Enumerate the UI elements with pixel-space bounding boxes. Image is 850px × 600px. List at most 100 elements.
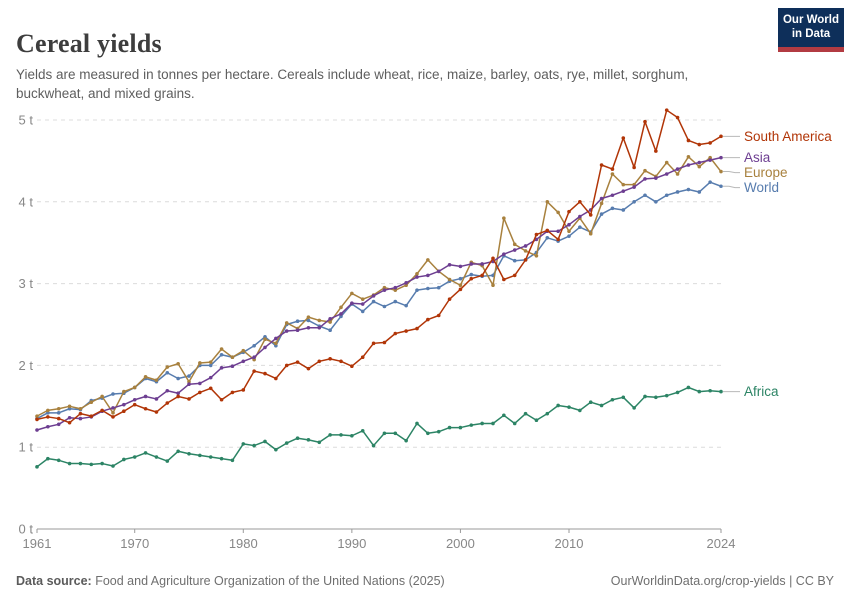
series-point-africa bbox=[67, 461, 72, 466]
series-point-asia bbox=[317, 325, 322, 330]
series-point-africa bbox=[610, 397, 615, 402]
series-point-europe bbox=[621, 182, 626, 187]
series-point-europe bbox=[719, 169, 723, 174]
series-point-europe bbox=[306, 315, 311, 319]
series-point-world bbox=[545, 235, 550, 240]
series-point-south-america bbox=[708, 141, 712, 145]
series-point-south-america bbox=[415, 326, 419, 331]
legend-label-europe[interactable]: Europe bbox=[744, 165, 788, 180]
series-point-south-america bbox=[556, 237, 560, 242]
series-point-asia bbox=[35, 428, 39, 432]
series-point-africa bbox=[523, 411, 528, 416]
series-point-world bbox=[567, 234, 571, 238]
series-point-europe bbox=[643, 168, 647, 173]
series-point-south-america bbox=[632, 165, 636, 170]
series-point-asia bbox=[143, 394, 148, 399]
series-point-asia bbox=[599, 196, 604, 201]
series-point-south-america bbox=[284, 363, 289, 368]
series-point-asia bbox=[56, 422, 61, 427]
series-point-africa bbox=[632, 406, 636, 410]
series-point-south-america bbox=[491, 256, 495, 261]
series-point-europe bbox=[284, 321, 289, 325]
series-point-south-america bbox=[100, 408, 104, 413]
series-point-africa bbox=[317, 440, 322, 445]
series-point-south-america bbox=[426, 317, 430, 322]
series-point-africa bbox=[567, 405, 571, 409]
series-point-south-america bbox=[664, 108, 669, 112]
series-point-africa bbox=[371, 443, 376, 448]
series-point-europe bbox=[610, 172, 615, 176]
series-point-south-america bbox=[675, 115, 680, 120]
series-point-world bbox=[654, 200, 658, 204]
series-point-asia bbox=[252, 355, 256, 360]
series-point-africa bbox=[675, 390, 680, 395]
series-point-africa bbox=[491, 421, 495, 426]
series-point-asia bbox=[306, 325, 311, 330]
series-point-africa bbox=[545, 411, 550, 416]
series-point-world bbox=[697, 190, 702, 194]
series-point-europe bbox=[111, 411, 115, 415]
series-point-africa bbox=[100, 461, 104, 466]
legend-label-south-america[interactable]: South America bbox=[744, 129, 832, 144]
series-point-europe bbox=[588, 231, 593, 236]
series-point-europe bbox=[686, 155, 691, 159]
series-point-south-america bbox=[523, 258, 528, 262]
series-point-south-america bbox=[143, 406, 148, 411]
series-point-south-america bbox=[111, 415, 115, 419]
series-point-europe bbox=[447, 277, 452, 282]
series-point-world bbox=[458, 276, 463, 281]
series-point-africa bbox=[708, 388, 712, 393]
series-point-asia bbox=[523, 244, 528, 248]
series-point-africa bbox=[46, 456, 50, 461]
series-point-south-america bbox=[599, 163, 604, 167]
series-point-world bbox=[643, 193, 647, 198]
series-point-south-america bbox=[165, 401, 170, 405]
series-point-world bbox=[360, 309, 365, 314]
series-point-asia bbox=[284, 329, 289, 333]
legend-label-world[interactable]: World bbox=[744, 180, 779, 195]
series-point-africa bbox=[686, 385, 691, 390]
series-point-south-america bbox=[621, 136, 626, 140]
series-point-world bbox=[371, 299, 376, 304]
series-point-europe bbox=[502, 216, 506, 220]
series-point-asia bbox=[686, 163, 691, 167]
series-point-asia bbox=[480, 262, 484, 266]
legend-label-asia[interactable]: Asia bbox=[744, 150, 771, 165]
series-point-asia bbox=[415, 275, 419, 279]
series-point-africa bbox=[621, 395, 626, 400]
series-point-africa bbox=[187, 451, 191, 456]
series-point-world bbox=[675, 190, 680, 194]
owid-logo[interactable]: Our World in Data bbox=[778, 8, 844, 52]
series-point-asia bbox=[447, 262, 452, 267]
series-point-south-america bbox=[719, 134, 723, 139]
series-point-europe bbox=[263, 337, 267, 342]
series-point-europe bbox=[426, 258, 430, 262]
series-point-asia bbox=[339, 312, 343, 316]
legend-connector-world bbox=[723, 185, 740, 189]
series-point-world bbox=[621, 208, 626, 212]
series-line-south-america bbox=[36, 109, 722, 424]
series-line-world bbox=[36, 181, 722, 420]
series-point-world bbox=[393, 299, 398, 304]
series-point-africa bbox=[458, 425, 463, 430]
series-point-europe bbox=[56, 406, 61, 411]
series-point-world bbox=[415, 288, 419, 292]
series-point-south-america bbox=[480, 273, 484, 278]
legend-label-africa[interactable]: Africa bbox=[744, 384, 779, 399]
footer-link[interactable]: OurWorldinData.org/crop-yields | CC BY bbox=[610, 574, 834, 588]
series-point-africa bbox=[599, 403, 604, 408]
series-point-europe bbox=[523, 249, 528, 253]
series-point-south-america bbox=[350, 364, 354, 369]
series-point-europe bbox=[556, 210, 560, 215]
series-point-europe bbox=[317, 318, 322, 323]
series-point-world bbox=[426, 286, 430, 291]
series-point-africa bbox=[534, 418, 539, 423]
series-point-africa bbox=[339, 433, 343, 437]
data-source: Data source: Food and Agriculture Organi… bbox=[16, 574, 445, 588]
series-point-asia bbox=[610, 193, 615, 198]
series-point-africa bbox=[426, 431, 430, 436]
series-point-europe bbox=[46, 408, 50, 413]
series-point-world bbox=[165, 370, 170, 375]
series-point-asia bbox=[512, 248, 517, 252]
